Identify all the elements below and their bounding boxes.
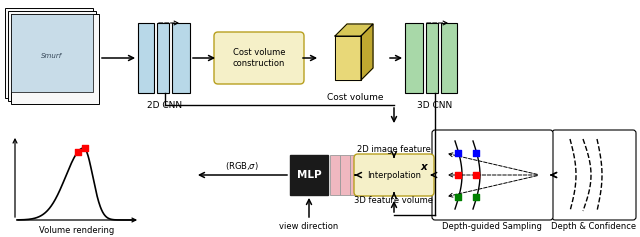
FancyBboxPatch shape [214,32,304,84]
Text: x: x [420,162,427,172]
Text: (RGB,$\sigma$): (RGB,$\sigma$) [225,160,259,172]
Point [453,151,463,155]
Text: Cost volume
construction: Cost volume construction [233,48,285,68]
FancyBboxPatch shape [552,130,636,220]
FancyBboxPatch shape [354,154,434,196]
Text: Smurf: Smurf [42,53,63,59]
Bar [405,23,423,93]
Bar [350,155,360,195]
Bar [8,11,96,101]
Text: Interpolation: Interpolation [367,170,421,179]
Point [79,146,90,150]
Point [471,173,481,177]
Text: view direction: view direction [280,222,339,231]
Polygon shape [361,24,373,80]
Polygon shape [335,24,373,36]
Point [471,195,481,199]
Text: Depth-guided Sampling: Depth-guided Sampling [442,222,542,231]
Bar [5,8,93,98]
Polygon shape [335,36,361,80]
Bar [330,155,340,195]
Text: MLP: MLP [297,170,321,180]
Text: 2D CNN: 2D CNN [147,101,182,110]
Bar [138,23,154,93]
FancyBboxPatch shape [432,130,553,220]
Point [471,151,481,155]
Point [453,173,463,177]
Bar [11,14,93,92]
Bar [290,155,328,195]
Bar [157,23,169,93]
Text: Volume rendering: Volume rendering [40,226,115,235]
Bar [426,23,438,93]
Point [453,195,463,199]
Text: Depth & Confidence: Depth & Confidence [552,222,637,231]
Text: 3D CNN: 3D CNN [417,101,452,110]
Bar [172,23,190,93]
Bar [340,155,350,195]
Bar [11,14,99,104]
Bar [441,23,457,93]
Text: 3D feature volume: 3D feature volume [355,196,433,205]
Text: Cost volume: Cost volume [327,93,383,102]
Point [72,150,83,154]
Text: 2D image feature: 2D image feature [357,145,431,154]
